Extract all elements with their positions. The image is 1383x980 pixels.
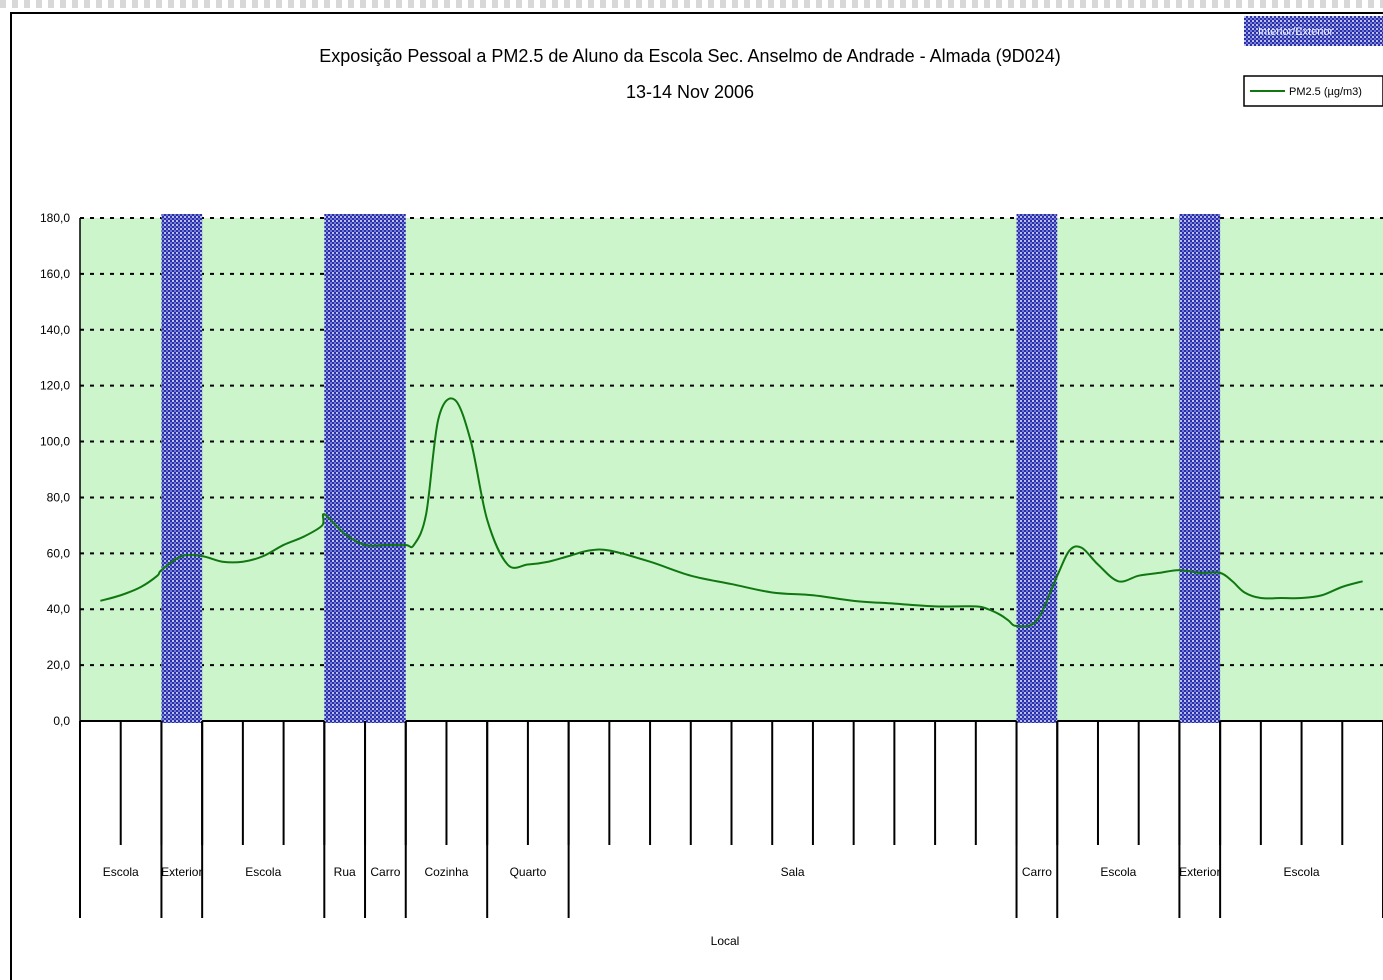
legend-band-swatch — [1244, 16, 1383, 46]
interior-exterior-band — [1179, 214, 1221, 723]
chart-frame — [10, 12, 1383, 980]
legend-band-label: Interior/Exterior — [1258, 26, 1334, 38]
interior-exterior-band — [161, 214, 203, 723]
y-tick-label: 120,0 — [40, 379, 70, 393]
y-tick-label: 140,0 — [40, 323, 70, 337]
category-label: Carro — [370, 865, 400, 879]
series-layer — [100, 397, 1363, 628]
category-label: Exterior — [1179, 865, 1220, 879]
x-axis-label: Local — [711, 934, 740, 948]
legend: Interior/Exterior PM2.5 (µg/m3) — [1243, 16, 1383, 107]
legend-line-label: PM2.5 (µg/m3) — [1289, 86, 1362, 98]
y-axis-ticks: 0,0 20,0 40,0 60,0 80,0 100,0 120,0 140,0 160,0 1… — [40, 211, 70, 728]
interior-exterior-bands — [161, 214, 1221, 723]
category-label: Quarto — [510, 865, 547, 879]
interior-exterior-band — [324, 214, 406, 723]
category-label: Escola — [1100, 865, 1136, 879]
top-border-strip — [0, 0, 1383, 8]
chart-title: Exposição Pessoal a PM2.5 de Aluno da Es… — [319, 46, 1060, 66]
category-label: Escola — [1284, 865, 1320, 879]
y-tick-label: 20,0 — [47, 658, 71, 672]
category-label: Carro — [1022, 865, 1052, 879]
y-tick-label: 60,0 — [47, 546, 71, 560]
category-label: Rua — [334, 865, 356, 879]
y-tick-label: 40,0 — [47, 602, 71, 616]
category-label: Escola — [103, 865, 139, 879]
y-tick-label: 180,0 — [40, 211, 70, 225]
category-label: Cozinha — [424, 865, 468, 879]
y-tick-label: 80,0 — [47, 490, 71, 504]
category-label: Exterior — [161, 865, 202, 879]
category-label: Escola — [245, 865, 281, 879]
y-tick-label: 100,0 — [40, 435, 70, 449]
plot-area — [80, 218, 1383, 721]
pm25-series-line — [100, 397, 1363, 628]
gridlines — [79, 217, 1383, 722]
y-tick-label: 160,0 — [40, 267, 70, 281]
y-tick-label: 0,0 — [53, 714, 70, 728]
interior-exterior-band — [1016, 214, 1058, 723]
category-label: Sala — [781, 865, 805, 879]
chart-subtitle: 13-14 Nov 2006 — [626, 82, 754, 102]
x-axis-categories: Escola Exterior Escola Rua Carro Cozinha Quart… — [79, 721, 1383, 918]
